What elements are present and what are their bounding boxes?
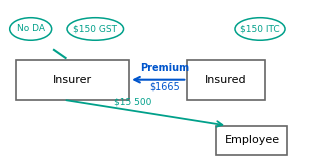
Ellipse shape xyxy=(235,18,285,40)
Text: No DA: No DA xyxy=(17,24,45,33)
Text: $15 500: $15 500 xyxy=(114,97,151,106)
Text: $150 GST: $150 GST xyxy=(73,24,117,33)
Text: Employee: Employee xyxy=(224,135,279,145)
Text: Insured: Insured xyxy=(205,75,247,85)
Ellipse shape xyxy=(10,18,52,40)
Bar xyxy=(187,60,265,100)
Text: $1665: $1665 xyxy=(149,81,180,91)
Bar xyxy=(16,60,129,100)
Ellipse shape xyxy=(67,18,124,40)
Text: Premium: Premium xyxy=(140,63,189,73)
Bar xyxy=(216,126,287,155)
Text: Insurer: Insurer xyxy=(53,75,92,85)
Text: $150 ITC: $150 ITC xyxy=(240,24,280,33)
